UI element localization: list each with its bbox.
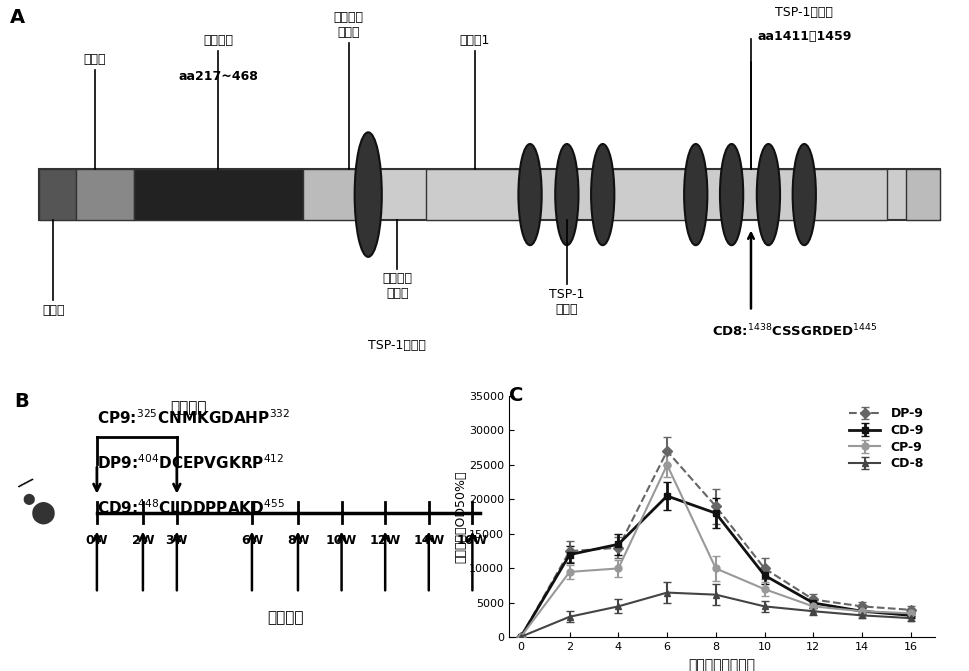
Ellipse shape [684, 144, 707, 245]
Text: DP9:$^{404}$DCEPVGKRP$^{412}$: DP9:$^{404}$DCEPVGKRP$^{412}$ [97, 454, 284, 472]
Text: 滴度检测: 滴度检测 [267, 611, 304, 625]
Bar [601, 169, 688, 220]
Bar [770, 169, 887, 220]
Bar [39, 169, 940, 220]
Text: TSP-1样基序: TSP-1样基序 [368, 339, 426, 352]
Ellipse shape [757, 144, 780, 245]
Ellipse shape [720, 144, 743, 245]
Text: 14W: 14W [413, 534, 445, 547]
Text: TSP-1
样基序: TSP-1 样基序 [549, 288, 584, 316]
Text: 0W: 0W [85, 534, 109, 547]
Ellipse shape [591, 144, 614, 245]
Text: CP9:$^{325}$CNMKGDAHP$^{332}$: CP9:$^{325}$CNMKGDAHP$^{332}$ [97, 409, 291, 427]
Text: CD9:$^{448}$CLDDPPAKD$^{455}$: CD9:$^{448}$CLDDPPAKD$^{455}$ [97, 498, 285, 517]
Text: /: / [16, 474, 33, 493]
Text: 3W: 3W [166, 534, 188, 547]
Text: TSP-1样基序: TSP-1样基序 [775, 7, 833, 19]
Text: 2W: 2W [132, 534, 154, 547]
Text: 解整合素
样区域: 解整合素 样区域 [334, 11, 363, 39]
Text: 富半胱氨
酸区域: 富半胱氨 酸区域 [383, 272, 412, 301]
Text: 催化区域: 催化区域 [203, 34, 233, 47]
Text: B: B [15, 392, 29, 411]
Text: C: C [509, 386, 523, 405]
Ellipse shape [355, 132, 382, 257]
X-axis label: 免疫后时间（周）: 免疫后时间（周） [688, 658, 756, 671]
Text: 10W: 10W [326, 534, 358, 547]
Bar [76, 169, 134, 220]
Text: 前区域: 前区域 [83, 53, 107, 66]
Bar [426, 169, 523, 220]
Bar [134, 169, 303, 220]
Bar [906, 169, 940, 220]
Text: 12W: 12W [369, 534, 401, 547]
Text: 皮下注射: 皮下注射 [171, 400, 207, 415]
Text: aa217~468: aa217~468 [178, 70, 258, 83]
Text: CD8:$^{1438}$CSSGRDED$^{1445}$: CD8:$^{1438}$CSSGRDED$^{1445}$ [712, 323, 877, 340]
Bar [39, 169, 76, 220]
Text: 16W: 16W [456, 534, 488, 547]
Text: 6W: 6W [240, 534, 264, 547]
Ellipse shape [555, 144, 578, 245]
Text: A: A [10, 8, 25, 27]
Bar [303, 169, 366, 220]
Ellipse shape [518, 144, 542, 245]
Legend: DP-9, CD-9, CP-9, CD-8: DP-9, CD-9, CP-9, CD-8 [844, 402, 929, 475]
Text: ⬤: ⬤ [23, 494, 35, 505]
Text: 间隔区1: 间隔区1 [459, 34, 490, 47]
Text: ⬤: ⬤ [31, 501, 56, 524]
Text: aa1411～1459: aa1411～1459 [757, 30, 852, 43]
Text: 8W: 8W [287, 534, 309, 547]
Y-axis label: 抗体滞度（OD50%）: 抗体滞度（OD50%） [454, 470, 467, 563]
Ellipse shape [793, 144, 816, 245]
Text: 信号肽: 信号肽 [42, 303, 65, 317]
